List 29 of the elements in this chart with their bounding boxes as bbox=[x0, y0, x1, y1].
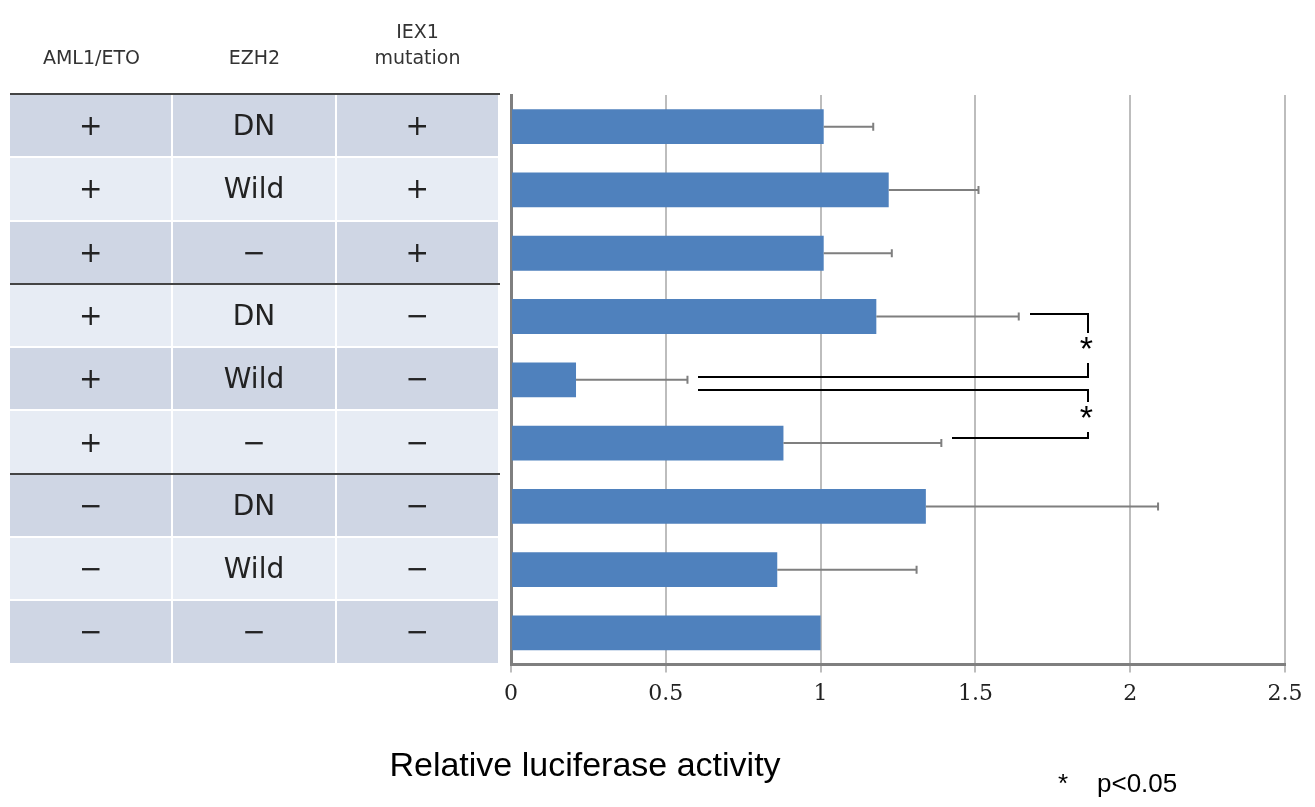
x-tick-label: 1.5 bbox=[957, 679, 993, 705]
category-label: − DN − bbox=[78, 488, 430, 522]
bar bbox=[512, 552, 778, 588]
category-label: + Wild + bbox=[78, 172, 430, 206]
bar bbox=[512, 172, 889, 208]
x-tick-label: 2 bbox=[1123, 679, 1138, 705]
category-label: + Wild − bbox=[78, 362, 430, 396]
bar bbox=[512, 235, 824, 271]
text: AML1/ETO EZH2 IEX1 mutation bbox=[42, 20, 461, 68]
category-label: + − − bbox=[78, 425, 430, 459]
category-label: + DN + bbox=[78, 109, 430, 143]
bar bbox=[512, 362, 577, 398]
x-tick-label: 2.5 bbox=[1267, 679, 1303, 705]
bar bbox=[512, 299, 877, 334]
x-tick-label: 0.5 bbox=[648, 679, 684, 705]
text: * p<0.05 bbox=[1058, 768, 1178, 799]
x-tick-label: 0 bbox=[504, 679, 518, 705]
bar bbox=[512, 488, 926, 524]
x-axis-title: Relative luciferase activity bbox=[389, 745, 781, 784]
bar bbox=[512, 615, 821, 651]
annotation: * bbox=[1078, 397, 1094, 436]
x-tick-label: 1 bbox=[813, 679, 828, 705]
bar bbox=[512, 109, 824, 145]
category-label: + DN − bbox=[78, 299, 430, 332]
category-label: + − + bbox=[78, 235, 430, 269]
category-label: − Wild − bbox=[78, 552, 430, 586]
bar bbox=[512, 425, 784, 461]
annotation: * bbox=[1078, 329, 1094, 368]
category-label: − − − bbox=[78, 615, 430, 649]
